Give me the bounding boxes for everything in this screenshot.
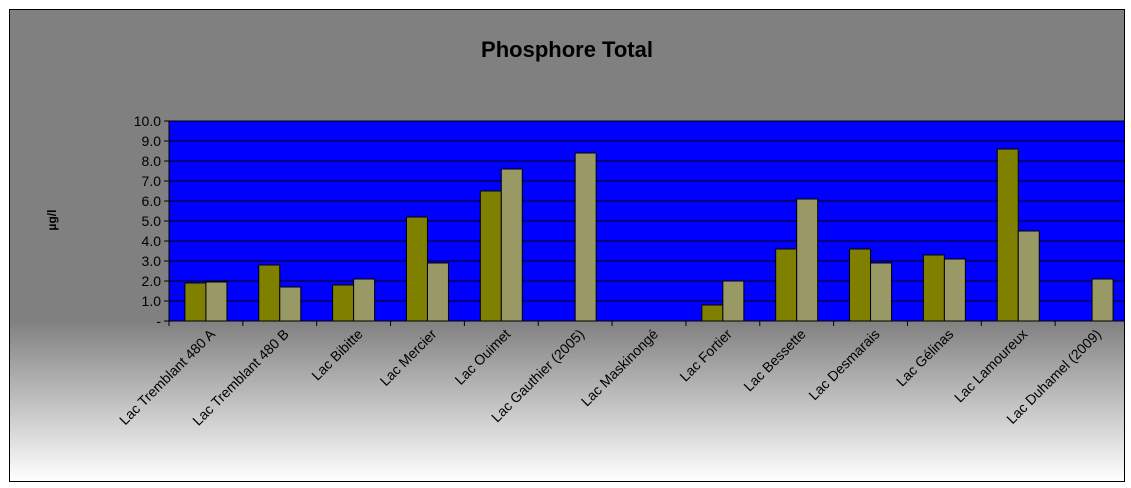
- x-category-label: Lac Desmarais: [805, 326, 882, 403]
- y-tick-label: 5.0: [142, 213, 162, 229]
- bar-series-1: [479, 190, 502, 322]
- y-tick-label: 6.0: [142, 193, 162, 209]
- y-axis-label: µg/l: [45, 210, 59, 231]
- bar-series-1: [405, 216, 428, 322]
- x-category-label: Lac Ouimet: [451, 326, 513, 388]
- bar-series-2: [1017, 230, 1040, 322]
- x-category-label: Lac Maskinongé: [578, 326, 662, 410]
- bar-series-1: [258, 264, 281, 322]
- y-tick-label: 10.0: [134, 113, 161, 129]
- x-category-label: Lac Lamoureux: [951, 326, 1031, 406]
- bar-series-1: [775, 248, 798, 322]
- bar-series-2: [353, 278, 376, 322]
- bar-series-2: [1091, 278, 1114, 322]
- y-tick-label: 4.0: [142, 233, 162, 249]
- bar-series-2: [943, 258, 966, 322]
- bar-series-2: [796, 198, 819, 322]
- y-tick-label: 1.0: [142, 293, 162, 309]
- chart-area: Phosphore Total µg/l - 1.0 2.0 3.0 4.0 5.0 6.0…: [9, 9, 1125, 482]
- x-category-label: Lac Bibitte: [308, 326, 366, 384]
- bar-series-1: [184, 282, 207, 322]
- y-tick-label: 2.0: [142, 273, 162, 289]
- bar-series-1: [849, 248, 872, 322]
- x-category-label: Lac Gélinas: [893, 326, 957, 390]
- x-category-label: Lac Fortier: [676, 326, 735, 385]
- y-tick-label: 3.0: [142, 253, 162, 269]
- y-tick-label: 9.0: [142, 133, 162, 149]
- bar-series-1: [701, 304, 724, 322]
- bar-series-2: [870, 262, 893, 322]
- bar-series-1: [996, 148, 1019, 322]
- y-tick-label: 7.0: [142, 173, 162, 189]
- bar-series-2: [205, 281, 228, 322]
- y-tick-label: 8.0: [142, 153, 162, 169]
- bar-series-2: [500, 168, 523, 322]
- y-tick-label: -: [156, 313, 161, 329]
- bar-series-2: [722, 280, 745, 322]
- chart-title: Phosphore Total: [481, 37, 653, 62]
- chart-canvas: Phosphore Total µg/l - 1.0 2.0 3.0 4.0 5.0 6.0…: [45, 37, 1124, 428]
- bar-series-1: [922, 254, 945, 322]
- bar-series-2: [426, 262, 449, 322]
- bar-series-2: [279, 286, 302, 322]
- plot-border: [168, 120, 1124, 322]
- x-category-label: Lac Bessette: [740, 326, 809, 395]
- x-category-label: Lac Mercier: [377, 326, 440, 389]
- bar-series-1: [332, 284, 355, 322]
- bar-series-2: [574, 152, 597, 322]
